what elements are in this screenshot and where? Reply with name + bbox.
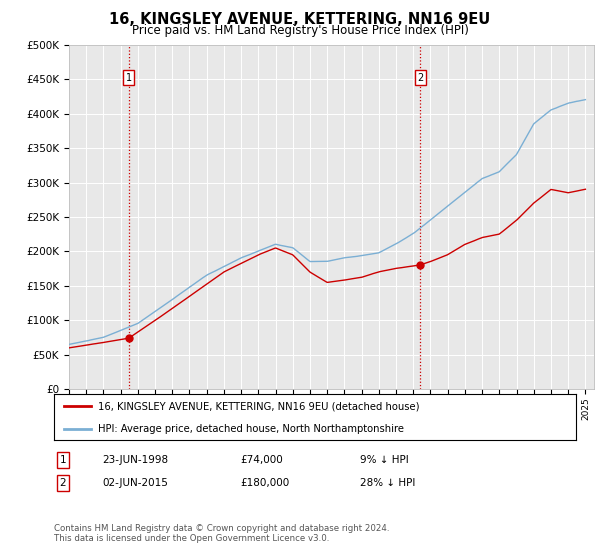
Text: 9% ↓ HPI: 9% ↓ HPI [360, 455, 409, 465]
Text: 1: 1 [125, 72, 132, 82]
Text: 16, KINGSLEY AVENUE, KETTERING, NN16 9EU: 16, KINGSLEY AVENUE, KETTERING, NN16 9EU [109, 12, 491, 27]
Text: 23-JUN-1998: 23-JUN-1998 [102, 455, 168, 465]
Text: HPI: Average price, detached house, North Northamptonshire: HPI: Average price, detached house, Nort… [98, 424, 404, 434]
Text: 16, KINGSLEY AVENUE, KETTERING, NN16 9EU (detached house): 16, KINGSLEY AVENUE, KETTERING, NN16 9EU… [98, 401, 420, 411]
Text: 02-JUN-2015: 02-JUN-2015 [102, 478, 168, 488]
Text: Price paid vs. HM Land Registry's House Price Index (HPI): Price paid vs. HM Land Registry's House … [131, 24, 469, 37]
Text: £74,000: £74,000 [240, 455, 283, 465]
Text: 2: 2 [418, 72, 424, 82]
Text: Contains HM Land Registry data © Crown copyright and database right 2024.
This d: Contains HM Land Registry data © Crown c… [54, 524, 389, 543]
Text: 2: 2 [59, 478, 67, 488]
Text: £180,000: £180,000 [240, 478, 289, 488]
Text: 1: 1 [59, 455, 67, 465]
Text: 28% ↓ HPI: 28% ↓ HPI [360, 478, 415, 488]
